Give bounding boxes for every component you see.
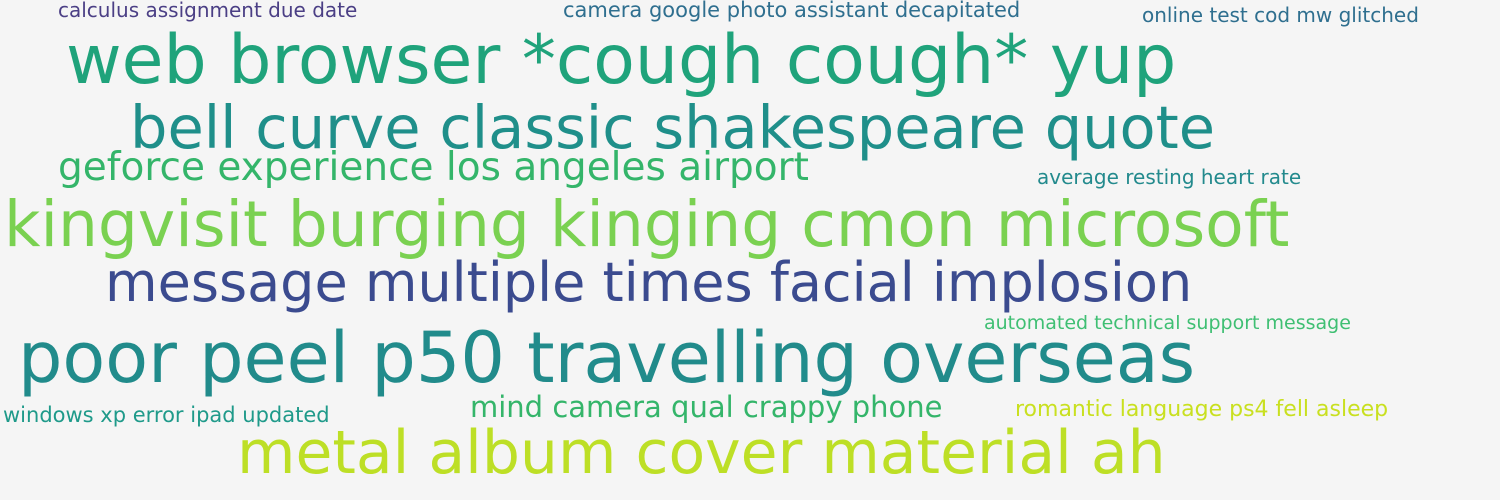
word-romantic-language: romantic language ps4 fell asleep [1015, 397, 1389, 422]
word-calculus-assignment: calculus assignment due date [58, 0, 358, 22]
word-average-resting-heart-rate: average resting heart rate [1037, 165, 1302, 189]
word-geforce-experience: geforce experience los angeles airport [58, 145, 809, 190]
word-poor-peel: poor peel p50 travelling overseas [18, 317, 1196, 399]
word-automated-technical-support: automated technical support message [984, 312, 1351, 334]
word-mind-camera: mind camera qual crappy phone [470, 390, 943, 424]
word-web-browser: web browser *cough cough* yup [66, 21, 1177, 100]
word-message-multiple-times: message multiple times facial implosion [105, 251, 1193, 314]
word-bell-curve: bell curve classic shakespeare quote [130, 93, 1216, 162]
word-kingvisit: kingvisit burging kinging cmon microsoft [4, 188, 1290, 261]
word-metal-album-cover: metal album cover material ah [237, 418, 1166, 488]
word-online-test-cod: online test cod mw glitched [1142, 3, 1419, 27]
word-camera-google-photo: camera google photo assistant decapitate… [563, 0, 1021, 22]
word-windows-xp-error: windows xp error ipad updated [3, 403, 330, 427]
